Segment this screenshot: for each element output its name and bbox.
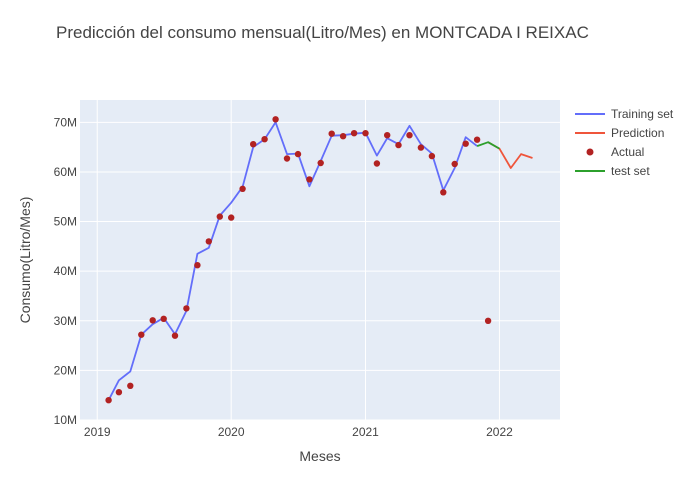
actual-point	[115, 389, 123, 396]
x-tick-label: 2021	[352, 425, 379, 439]
legend-label: test set	[611, 164, 650, 178]
actual-point	[306, 176, 313, 183]
legend-label: Prediction	[611, 126, 664, 140]
y-tick-label: 70M	[54, 115, 77, 129]
actual-point	[194, 262, 201, 269]
actual-point	[339, 133, 347, 140]
x-tick-label: 2020	[218, 425, 245, 439]
x-tick-label: 2019	[84, 425, 111, 439]
x-tick-label: 2022	[486, 425, 513, 439]
actual-point	[272, 116, 279, 123]
y-tick-label: 40M	[54, 264, 77, 278]
actual-point	[484, 317, 492, 324]
actual-point	[205, 238, 212, 245]
actual-point	[171, 332, 179, 339]
actual-point	[228, 214, 235, 221]
y-tick-labels: 10M 20M 30M 40M 50M 60M 70M	[54, 115, 77, 427]
actual-point	[216, 213, 223, 220]
legend-label: Training set	[611, 107, 674, 121]
legend: Training set Prediction Actual test set	[575, 107, 674, 178]
actual-point	[428, 152, 436, 160]
plot-area	[80, 100, 560, 420]
actual-point	[294, 150, 302, 158]
actual-point	[440, 189, 447, 196]
actual-point	[373, 160, 381, 167]
legend-swatch	[586, 148, 594, 156]
y-tick-label: 20M	[54, 363, 77, 377]
y-tick-label: 10M	[54, 413, 77, 427]
actual-point	[127, 382, 134, 389]
actual-point	[451, 160, 458, 168]
actual-point	[317, 159, 324, 167]
actual-point	[473, 136, 481, 143]
actual-point	[250, 141, 257, 148]
y-tick-label: 50M	[54, 215, 77, 229]
actual-point	[350, 130, 358, 137]
actual-point	[283, 155, 291, 162]
actual-point	[417, 144, 425, 151]
test-set-line	[476, 141, 500, 150]
actual-point	[105, 397, 112, 404]
x-axis-label: Meses	[299, 448, 340, 464]
actual-point	[406, 132, 413, 139]
training-set-line	[107, 121, 478, 401]
actual-point	[138, 331, 145, 338]
y-axis-label: Consumo(Litro/Mes)	[17, 197, 33, 324]
x-tick-labels: 2019 2020 2021 2022	[84, 425, 513, 439]
y-tick-label: 30M	[54, 314, 77, 328]
legend-label: Actual	[611, 145, 644, 159]
series-layer	[105, 116, 533, 404]
actual-point	[261, 136, 268, 143]
actual-point	[149, 317, 156, 324]
chart-title: Predicción del consumo mensual(Litro/Mes…	[56, 23, 589, 42]
actual-point	[384, 132, 391, 139]
actual-point	[328, 130, 335, 137]
actual-point	[462, 140, 469, 147]
actual-point	[362, 130, 369, 137]
actual-point	[239, 185, 246, 192]
actual-point	[160, 315, 167, 322]
actual-point	[395, 141, 402, 149]
y-tick-label: 60M	[54, 165, 77, 179]
actual-point	[183, 305, 190, 312]
